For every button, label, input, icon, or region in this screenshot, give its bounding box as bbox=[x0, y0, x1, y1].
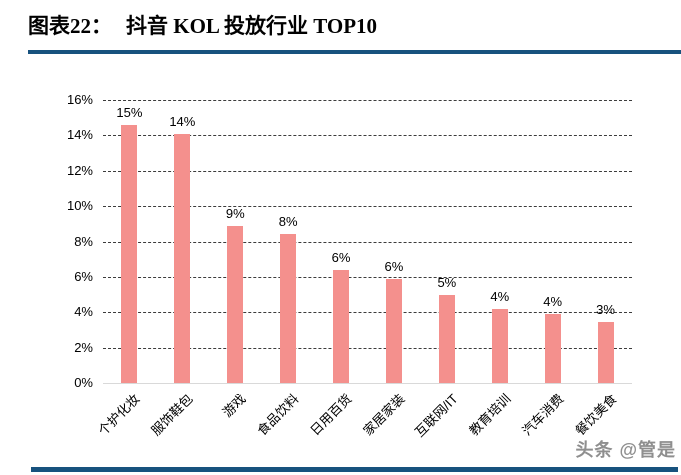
bar-value-label: 15% bbox=[116, 104, 143, 120]
y-axis-tick-label: 4% bbox=[74, 304, 93, 320]
figure-number-label: 图表22： bbox=[28, 14, 112, 38]
x-axis-category-label: 个护化妆 bbox=[95, 391, 144, 439]
y-axis-tick-label: 10% bbox=[66, 198, 93, 214]
watermark-text: 头条 @管是 bbox=[575, 440, 676, 460]
bar bbox=[438, 295, 455, 383]
bar-value-label: 6% bbox=[331, 249, 351, 265]
bar-value-label: 5% bbox=[437, 275, 457, 291]
x-axis-category-label: 食品饮料 bbox=[254, 391, 302, 439]
bar bbox=[174, 133, 191, 383]
bar bbox=[544, 314, 561, 383]
gridline bbox=[103, 206, 632, 208]
figure-title-text: 抖音 KOL 投放行业 TOP10 bbox=[126, 14, 378, 38]
bar bbox=[385, 278, 402, 383]
gridline bbox=[103, 135, 632, 137]
gridline bbox=[103, 241, 632, 243]
y-axis-tick-label: 14% bbox=[66, 127, 93, 143]
bar-value-label: 4% bbox=[543, 294, 563, 310]
bar-value-label: 14% bbox=[169, 113, 196, 129]
title-divider-rule bbox=[28, 50, 681, 54]
gridline bbox=[103, 347, 632, 349]
y-axis-tick-label: 8% bbox=[74, 233, 93, 249]
y-axis-tick-label: 16% bbox=[66, 92, 93, 107]
bar-value-label: 9% bbox=[225, 205, 245, 221]
x-axis-category-label: 服饰鞋包 bbox=[148, 391, 196, 439]
bar bbox=[280, 234, 297, 383]
bar-value-label: 3% bbox=[596, 301, 615, 317]
bar bbox=[121, 124, 138, 383]
gridline bbox=[103, 100, 632, 101]
bar-value-label: 4% bbox=[490, 288, 510, 304]
x-axis-category-label: 餐饮美食 bbox=[571, 391, 620, 439]
x-axis-category-label: 教育培训 bbox=[465, 391, 514, 439]
bar bbox=[333, 269, 350, 383]
y-axis-tick-label: 0% bbox=[74, 375, 93, 390]
y-axis-tick-label: 6% bbox=[74, 268, 93, 284]
bar-value-label: 8% bbox=[278, 214, 298, 230]
bar bbox=[597, 321, 614, 383]
bar-value-label: 6% bbox=[384, 258, 404, 274]
bottom-divider-rule bbox=[31, 467, 678, 472]
x-axis-category-label: 汽车消费 bbox=[518, 391, 567, 439]
x-axis-category-label: 互联网/IT bbox=[411, 391, 461, 440]
gridline bbox=[103, 312, 632, 314]
x-axis-line bbox=[103, 383, 632, 384]
gridline bbox=[103, 276, 632, 278]
x-axis-category-label: 游戏 bbox=[219, 391, 249, 421]
bar bbox=[227, 225, 244, 383]
y-axis-tick-label: 2% bbox=[74, 339, 93, 355]
x-axis-category-label: 家居家装 bbox=[360, 391, 408, 439]
bar bbox=[491, 308, 508, 383]
gridline bbox=[103, 170, 632, 172]
x-axis-category-label: 日用百货 bbox=[307, 391, 355, 439]
y-axis-tick-label: 12% bbox=[66, 162, 93, 178]
chart-figure-title: 图表22： 抖音 KOL 投放行业 TOP10 bbox=[28, 10, 377, 40]
